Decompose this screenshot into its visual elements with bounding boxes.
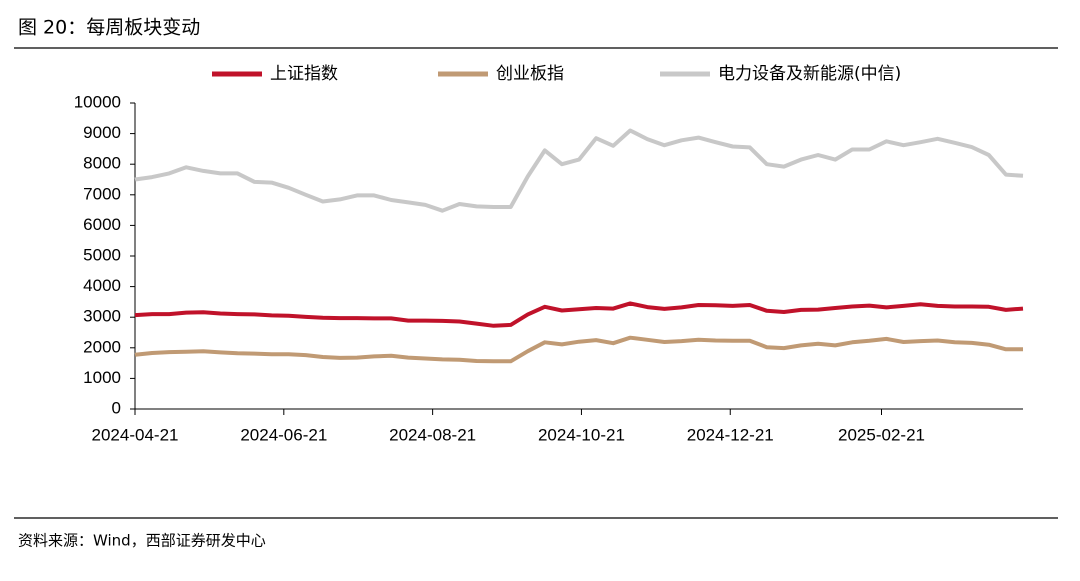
y-tick-label: 5000	[83, 245, 121, 264]
y-tick-label: 0	[112, 398, 121, 417]
series-line	[134, 301, 1024, 328]
y-tick-label: 3000	[83, 307, 121, 326]
y-tick-label: 8000	[83, 154, 121, 173]
legend-label: 电力设备及新能源(中信)	[718, 64, 901, 84]
x-tick-label: 2025-02-21	[838, 425, 925, 444]
series-line	[134, 128, 1024, 213]
y-tick-label: 10000	[74, 92, 121, 111]
legend-label: 上证指数	[270, 64, 338, 84]
x-tick-label: 2024-08-21	[389, 425, 476, 444]
y-tick-label: 2000	[83, 337, 121, 356]
chart-title: 图 20：每周板块变动	[18, 17, 200, 39]
y-tick-label: 4000	[83, 276, 121, 295]
y-tick-label: 9000	[83, 123, 121, 142]
y-tick-label: 6000	[83, 215, 121, 234]
y-tick-label: 1000	[83, 368, 121, 387]
y-tick-label: 7000	[83, 184, 121, 203]
source-note: 资料来源：Wind，西部证券研发中心	[18, 532, 266, 550]
series-line	[134, 335, 1023, 364]
x-tick-label: 2024-04-21	[92, 425, 179, 444]
x-tick-label: 2024-06-21	[240, 425, 327, 444]
legend-label: 创业板指	[496, 64, 564, 84]
x-tick-label: 2024-10-21	[538, 425, 625, 444]
x-tick-label: 2024-12-21	[687, 425, 774, 444]
